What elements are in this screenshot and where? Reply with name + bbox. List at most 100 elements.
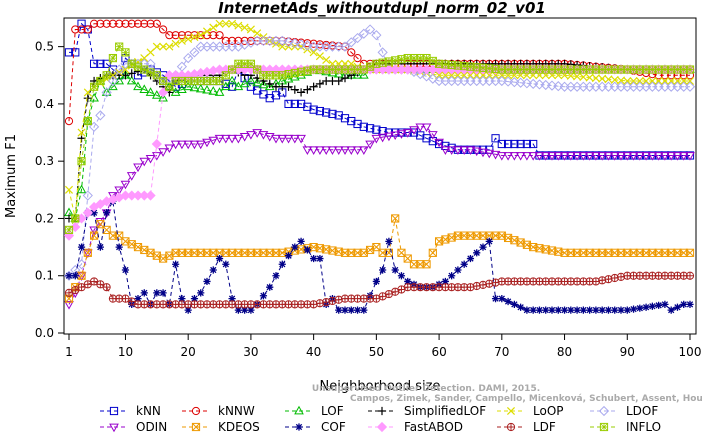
series-line-kdeos <box>68 218 690 299</box>
data-point-cof <box>454 266 462 274</box>
legend-item-lof: LOF <box>285 404 344 418</box>
data-point-knn <box>315 106 325 116</box>
data-point-inflo <box>679 65 688 74</box>
data-point-odin <box>108 192 118 201</box>
legend-label: KDEOS <box>218 420 260 434</box>
data-point-inflo <box>629 65 638 74</box>
data-point-kdeos <box>309 242 318 252</box>
data-point-lof <box>177 84 187 93</box>
data-point-ldof <box>339 41 351 52</box>
legend-item-kdeos: KDEOS <box>182 420 260 434</box>
data-point-odin <box>559 152 570 161</box>
data-point-kdeos <box>246 248 256 257</box>
data-point-cof <box>303 246 311 254</box>
x-tick-label: 100 <box>679 345 702 359</box>
data-point-inflo <box>278 71 287 80</box>
data-point-kdeos <box>240 248 249 257</box>
series-ldof <box>63 24 696 281</box>
data-point-odin <box>64 300 74 310</box>
data-point-simplifiedlof <box>309 82 318 91</box>
data-point-cof <box>247 306 255 314</box>
data-point-lof <box>108 81 118 91</box>
data-point-odin <box>365 140 375 150</box>
data-point-kdeos <box>478 231 488 240</box>
data-point-odin <box>553 152 564 161</box>
data-point-fastabod <box>151 138 162 150</box>
legend-marker <box>506 406 516 416</box>
data-point-kdeos <box>89 231 99 240</box>
data-point-inflo <box>397 55 406 64</box>
data-point-cof <box>184 306 192 314</box>
data-point-cof <box>335 306 343 314</box>
legend: kNN kNNW LOF SimplifiedLOF LoOP LDOF ODIN KDEOS… <box>100 404 661 434</box>
data-point-ldof <box>364 24 376 35</box>
data-point-ldof <box>509 77 520 88</box>
data-point-cof <box>391 266 399 274</box>
data-point-cof <box>121 266 130 274</box>
data-point-cof <box>460 260 468 268</box>
data-point-cof <box>586 306 594 314</box>
data-point-ldof <box>346 37 357 48</box>
data-point-kdeos <box>547 246 557 255</box>
data-point-inflo <box>416 54 425 62</box>
data-point-inflo <box>635 65 644 74</box>
watermark: Unsupervised Outlier Detection. DAMI, 20… <box>312 384 540 394</box>
data-point-inflo <box>115 42 124 51</box>
data-point-kdeos <box>77 271 86 280</box>
data-point-odin <box>352 146 363 155</box>
legend-marker <box>376 421 388 433</box>
data-point-knnw <box>83 25 92 34</box>
data-point-loop <box>196 31 205 40</box>
data-point-knnw <box>108 19 118 28</box>
data-point-knn <box>522 139 532 149</box>
data-point-loop <box>165 42 174 51</box>
data-point-odin <box>239 132 250 142</box>
data-point-odin <box>233 134 244 144</box>
data-point-odin <box>666 152 677 161</box>
data-point-odin <box>120 180 131 190</box>
data-point-loop <box>215 19 224 28</box>
legend-marker <box>377 406 387 416</box>
data-point-lof <box>227 75 237 85</box>
data-point-kdeos <box>535 244 544 253</box>
series-line-loop <box>68 23 690 219</box>
data-point-cof <box>234 306 242 314</box>
data-point-cof <box>291 243 299 251</box>
series-line-inflo <box>68 45 690 231</box>
data-point-loop <box>441 71 450 80</box>
data-point-cof <box>404 277 412 286</box>
data-point-inflo <box>347 65 356 74</box>
data-point-knnw <box>146 19 155 28</box>
data-point-cof <box>272 272 280 280</box>
data-point-kdeos <box>635 248 644 257</box>
data-point-kdeos <box>347 248 356 257</box>
x-tick-label: 40 <box>306 345 321 359</box>
data-point-cof <box>77 243 86 251</box>
data-point-odin <box>634 152 645 161</box>
data-point-odin <box>177 140 187 150</box>
data-point-odin <box>289 134 300 144</box>
legend-label: LDF <box>533 420 556 434</box>
data-point-cof <box>228 295 236 303</box>
data-point-odin <box>415 123 426 133</box>
data-point-inflo <box>152 71 161 80</box>
data-point-inflo <box>171 77 180 85</box>
data-point-knnw <box>246 36 256 46</box>
data-point-kdeos <box>391 214 400 223</box>
data-point-odin <box>396 130 407 139</box>
data-point-inflo <box>146 68 155 77</box>
data-point-knn <box>303 102 312 111</box>
data-point-cof <box>529 306 537 314</box>
data-point-lof <box>126 75 137 85</box>
data-point-loop <box>667 76 676 86</box>
data-point-lof <box>195 83 206 93</box>
data-point-knnw <box>102 19 111 28</box>
data-point-inflo <box>654 65 663 74</box>
data-point-ldof <box>63 270 75 281</box>
data-point-inflo <box>121 48 130 57</box>
data-point-kdeos <box>566 248 575 257</box>
legend-label: LOF <box>321 404 344 418</box>
data-point-ldof <box>283 36 294 48</box>
series-kdeos <box>64 214 695 303</box>
data-point-kdeos <box>328 246 337 255</box>
